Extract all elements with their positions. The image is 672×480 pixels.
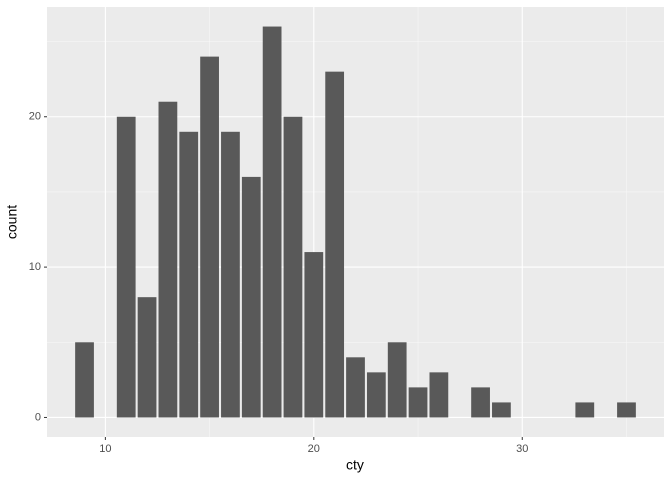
bar bbox=[241, 176, 261, 418]
bar bbox=[262, 26, 282, 418]
bar bbox=[575, 402, 595, 418]
bar bbox=[346, 357, 365, 418]
bar bbox=[200, 56, 219, 418]
x-tick-label: 30 bbox=[516, 443, 528, 455]
bar bbox=[471, 387, 490, 418]
bars bbox=[75, 26, 636, 418]
axes: 10 20 30 0 10 20 bbox=[29, 111, 529, 455]
x-tick-label: 10 bbox=[99, 443, 111, 455]
bar bbox=[158, 101, 178, 418]
bar bbox=[75, 342, 94, 418]
y-tick-label: 20 bbox=[29, 111, 41, 123]
y-tick-label: 10 bbox=[29, 261, 41, 273]
bar bbox=[366, 372, 386, 418]
y-axis-title: count bbox=[4, 205, 20, 239]
bar bbox=[304, 252, 324, 418]
y-tick-label: 0 bbox=[35, 411, 41, 423]
bar bbox=[408, 387, 428, 418]
bar bbox=[617, 402, 636, 418]
bar bbox=[429, 372, 449, 418]
x-axis-title: cty bbox=[346, 457, 364, 473]
bar bbox=[137, 297, 157, 418]
bar bbox=[283, 116, 303, 418]
x-tick-label: 20 bbox=[308, 443, 320, 455]
bar bbox=[492, 402, 511, 418]
bar bbox=[387, 342, 407, 418]
bar bbox=[179, 131, 199, 418]
bar bbox=[116, 116, 136, 418]
bar bbox=[325, 71, 345, 418]
bar bbox=[221, 131, 240, 418]
